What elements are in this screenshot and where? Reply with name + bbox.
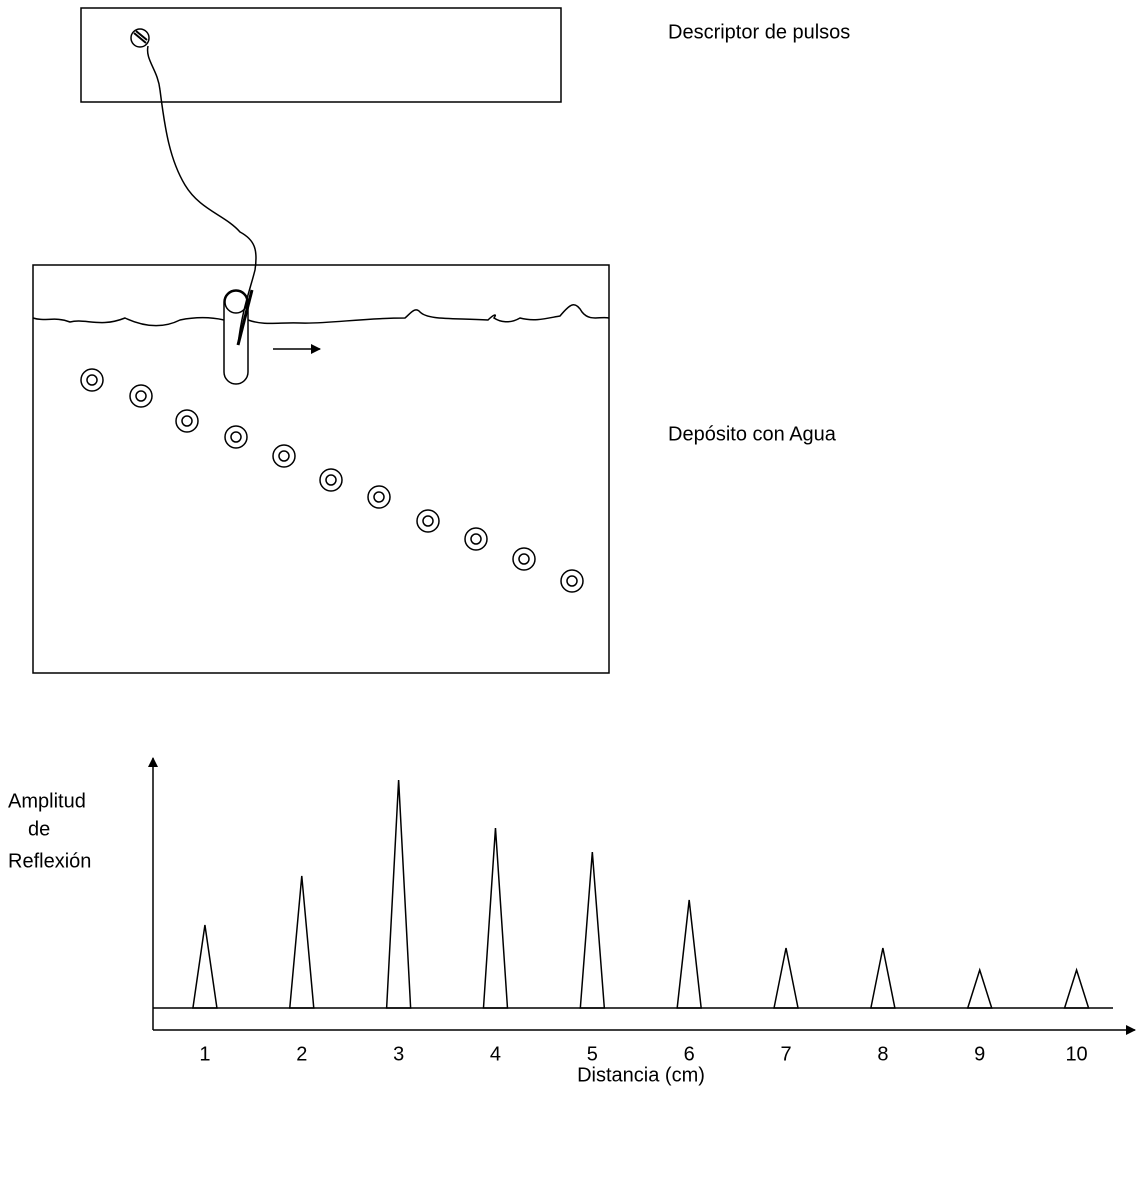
target-inner xyxy=(422,515,434,527)
y-label: Reflexión xyxy=(8,850,91,872)
chart: Amplitud de Reflexión Distancia (cm) 1 2 3… xyxy=(8,757,1136,1086)
x-tick-label: 3 xyxy=(393,1043,404,1065)
x-tick-label: 1 xyxy=(199,1043,210,1065)
target-inner xyxy=(181,415,193,427)
x-tick-label: 10 xyxy=(1065,1043,1087,1065)
reflection-peak xyxy=(288,875,315,1009)
water-surface xyxy=(32,304,610,327)
target-outer xyxy=(129,384,153,408)
reflection-peak xyxy=(773,947,799,1009)
x-tick-label: 9 xyxy=(974,1043,985,1065)
x-tick-label: 6 xyxy=(684,1043,695,1065)
x-tick-label: 2 xyxy=(296,1043,307,1065)
reflection-peak xyxy=(676,899,703,1009)
target-outer xyxy=(80,368,104,392)
target-outer xyxy=(175,409,199,433)
pulse-device-box xyxy=(80,7,562,103)
target-outer xyxy=(272,444,296,468)
target-inner xyxy=(230,431,242,443)
target-inner xyxy=(86,374,98,386)
reflection-peak xyxy=(869,947,896,1009)
target-inner xyxy=(278,450,290,462)
x-tick-label: 7 xyxy=(780,1043,791,1065)
probe xyxy=(223,289,254,385)
x-label: Distancia (cm) xyxy=(577,1064,705,1086)
target-outer xyxy=(319,468,343,492)
reflection-peak xyxy=(1063,967,1090,1009)
x-tick-label: 5 xyxy=(587,1043,598,1065)
x-tick-label: 8 xyxy=(877,1043,888,1065)
target-inner xyxy=(373,491,385,503)
target-inner xyxy=(470,533,482,545)
target-outer xyxy=(416,509,440,533)
target-outer xyxy=(464,527,488,551)
connector xyxy=(130,28,150,48)
target-inner xyxy=(566,575,578,587)
target-outer xyxy=(224,425,248,449)
y-label: Amplitud xyxy=(8,790,86,812)
reflection-peak xyxy=(192,924,218,1009)
target-outer xyxy=(560,569,584,593)
target-inner xyxy=(325,474,337,486)
target-inner xyxy=(135,390,147,402)
target-inner xyxy=(518,553,530,565)
device-label: Descriptor de pulsos xyxy=(668,21,850,43)
target-outer xyxy=(512,547,536,571)
cable xyxy=(146,45,257,346)
reflection-peak xyxy=(385,779,412,1009)
reflection-peak xyxy=(579,851,606,1009)
reflection-peak xyxy=(966,967,993,1009)
targets xyxy=(80,368,584,593)
tank-label: Depósito con Agua xyxy=(668,423,837,445)
tank-box xyxy=(32,264,610,674)
reflection-peak xyxy=(482,827,509,1009)
target-outer xyxy=(367,485,391,509)
y-label: de xyxy=(28,818,50,840)
x-tick-label: 4 xyxy=(490,1043,501,1065)
